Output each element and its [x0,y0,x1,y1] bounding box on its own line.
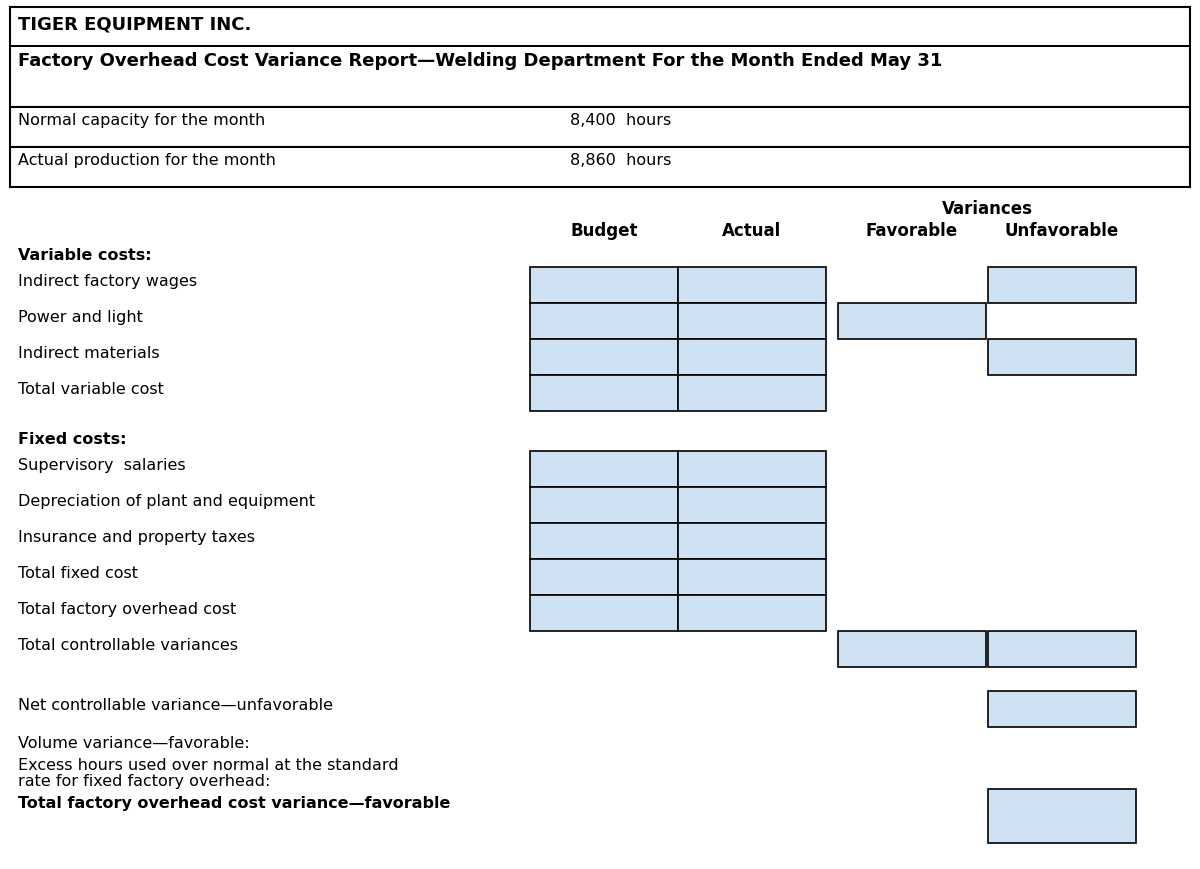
Bar [530,560,678,595]
Bar [10,8,1190,108]
Text: 8,860  hours: 8,860 hours [570,153,671,168]
Text: Actual production for the month: Actual production for the month [18,153,276,168]
Bar [988,691,1136,727]
Bar [678,268,826,303]
Text: Net controllable variance—unfavorable: Net controllable variance—unfavorable [18,697,334,713]
Text: Supervisory  salaries: Supervisory salaries [18,457,186,473]
Bar [530,595,678,631]
Text: Total factory overhead cost variance—favorable: Total factory overhead cost variance—fav… [18,795,450,810]
Bar [678,523,826,560]
Bar [10,46,1190,48]
Text: Total factory overhead cost: Total factory overhead cost [18,601,236,616]
Bar [530,452,678,488]
Text: Indirect materials: Indirect materials [18,346,160,361]
Text: Power and light: Power and light [18,309,143,325]
Text: Total fixed cost: Total fixed cost [18,566,138,580]
Text: Variable costs:: Variable costs: [18,248,151,262]
Bar [678,303,826,340]
Bar [530,340,678,375]
Bar [988,789,1136,843]
Bar [530,488,678,523]
Text: rate for fixed factory overhead:: rate for fixed factory overhead: [18,773,270,788]
Text: Insurance and property taxes: Insurance and property taxes [18,529,256,544]
Text: Volume variance—favorable:: Volume variance—favorable: [18,735,250,750]
Text: Normal capacity for the month: Normal capacity for the month [18,113,265,128]
Bar [678,375,826,412]
Bar [530,523,678,560]
Bar [678,488,826,523]
Text: Variances: Variances [942,200,1032,218]
Text: Depreciation of plant and equipment: Depreciation of plant and equipment [18,494,316,508]
Bar [530,375,678,412]
Text: 8,400  hours: 8,400 hours [570,113,671,128]
Bar [838,631,986,667]
Text: Total controllable variances: Total controllable variances [18,637,238,653]
Text: Favorable: Favorable [866,222,958,240]
Text: Actual: Actual [722,222,781,240]
Text: Fixed costs:: Fixed costs: [18,432,126,447]
Bar [530,268,678,303]
Bar [678,452,826,488]
Bar [988,631,1136,667]
Text: Factory Overhead Cost Variance Report—Welding Department For the Month Ended May: Factory Overhead Cost Variance Report—We… [18,52,942,70]
Text: Total variable cost: Total variable cost [18,381,164,396]
Bar [988,268,1136,303]
Bar [988,340,1136,375]
Text: Budget: Budget [570,222,637,240]
Bar [678,595,826,631]
Text: TIGER EQUIPMENT INC.: TIGER EQUIPMENT INC. [18,16,251,34]
Bar [530,303,678,340]
Bar [678,340,826,375]
Bar [10,148,1190,188]
Text: Excess hours used over normal at the standard: Excess hours used over normal at the sta… [18,757,398,773]
Bar [838,303,986,340]
Text: Indirect factory wages: Indirect factory wages [18,274,197,289]
Text: Unfavorable: Unfavorable [1004,222,1120,240]
Bar [678,560,826,595]
Bar [10,108,1190,148]
